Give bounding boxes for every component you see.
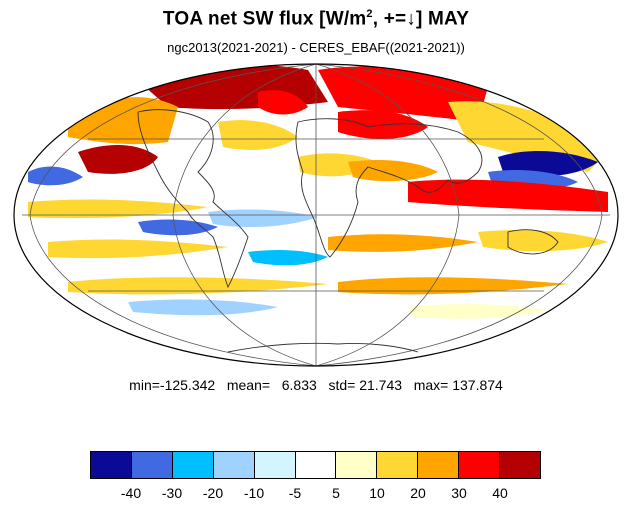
- colorbar-segment: [377, 452, 419, 478]
- colorbar-segment: [213, 452, 255, 478]
- colorbar-segment: [91, 452, 132, 478]
- map-graticule: [22, 63, 610, 367]
- plot-title: TOA net SW flux [W/m2, +=↓] MAY: [0, 8, 632, 30]
- plot-subtitle: ngc2013(2021-2021) - CERES_EBAF((2021-20…: [167, 40, 465, 55]
- title-suffix: ] MAY: [416, 8, 470, 30]
- colorbar-tick-label: -5: [288, 485, 302, 501]
- title-superscript: 2: [366, 8, 373, 20]
- colorbar-segment: [500, 452, 540, 478]
- stat-max-value: 137.874: [452, 377, 503, 393]
- colorbar-tick-label: -40: [120, 485, 142, 501]
- colorbar-segment: [336, 452, 378, 478]
- stat-mean-value: 6.833: [281, 377, 317, 393]
- colorbar-tick-label: 10: [369, 485, 385, 501]
- colorbar-segment: [418, 452, 460, 478]
- stat-std-label: std=: [328, 377, 356, 393]
- colorbar-tick-label: -20: [202, 485, 224, 501]
- colorbar: [90, 451, 541, 479]
- colorbar-segment: [459, 452, 501, 478]
- title-main: TOA net SW flux [W/m: [162, 8, 367, 30]
- colorbar-tick-label: 30: [451, 485, 467, 501]
- colorbar-segment: [172, 452, 214, 478]
- down-arrow-icon: ↓: [406, 8, 416, 30]
- map-coastlines: [137, 109, 559, 353]
- stats-line: min=-125.342 mean= 6.833 std= 21.743 max…: [0, 377, 632, 393]
- colorbar-tick-label: 40: [492, 485, 508, 501]
- stat-max-label: max=: [413, 377, 449, 393]
- colorbar-tick-label: 20: [410, 485, 426, 501]
- stat-std-value: 21.743: [359, 377, 403, 393]
- stat-mean-label: mean=: [226, 377, 271, 393]
- colorbar-tick-label: 5: [332, 485, 340, 501]
- colorbar-tick-label: -30: [161, 485, 183, 501]
- stat-min-value: -125.342: [159, 377, 216, 393]
- colorbar-segment: [254, 452, 296, 478]
- colorbar-labels: -40 -30 -20 -10 -5 5 10 20 30 40: [90, 485, 541, 503]
- mollweide-map: [13, 63, 619, 367]
- colorbar-tick-label: -10: [243, 485, 265, 501]
- colorbar-segment: [295, 452, 337, 478]
- title-tail: , +=: [372, 8, 407, 30]
- colorbar-segment: [131, 452, 173, 478]
- map-outline: [13, 63, 619, 367]
- stat-min-label: min=: [129, 377, 160, 393]
